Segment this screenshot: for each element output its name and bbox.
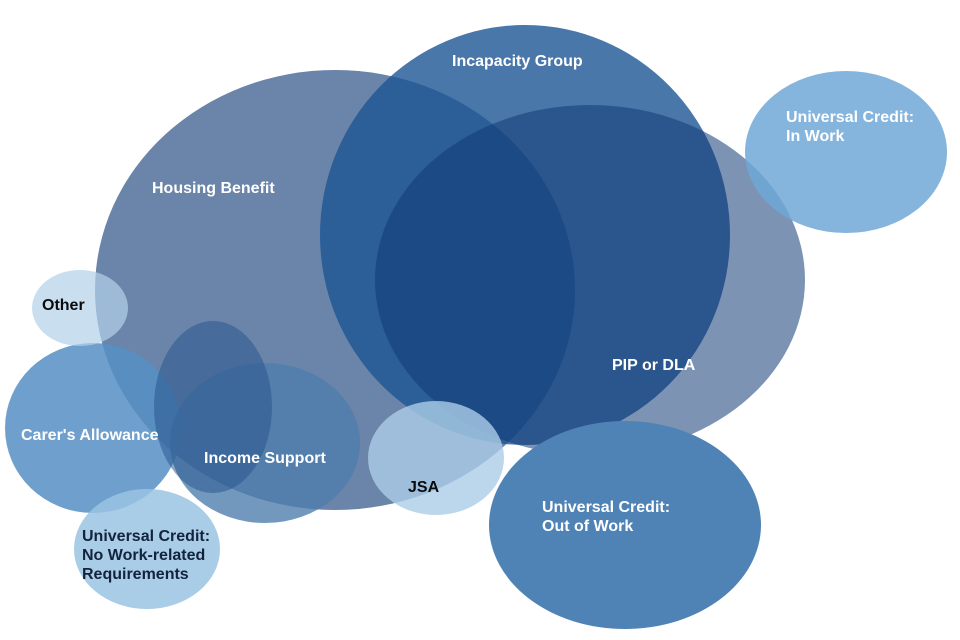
universal-credit-out-of-work-ellipse [489,421,761,629]
universal-credit-no-work-related-label: Universal Credit: No Work-related Requir… [82,528,211,583]
other-ellipse [32,270,128,346]
universal-credit-no-work-related-ellipse [74,489,220,609]
housing-benefit-label: Housing Benefit [152,180,275,197]
unlabeled-overlap-ellipse [154,321,272,493]
other-label: Other [42,297,85,314]
universal-credit-in-work-label: Universal Credit: In Work [786,109,915,145]
universal-credit-out-of-work-label: Universal Credit: Out of Work [542,499,671,535]
jsa-label: JSA [408,479,440,496]
pip-or-dla-ellipse [375,105,805,455]
jsa-ellipse [368,401,504,515]
incapacity-group-label: Incapacity Group [452,53,583,70]
carers-allowance-label: Carer's Allowance [21,427,159,444]
pip-or-dla-label: PIP or DLA [612,357,696,374]
carers-allowance-ellipse [5,343,181,513]
universal-credit-in-work-ellipse [745,71,947,233]
income-support-label: Income Support [204,450,326,467]
